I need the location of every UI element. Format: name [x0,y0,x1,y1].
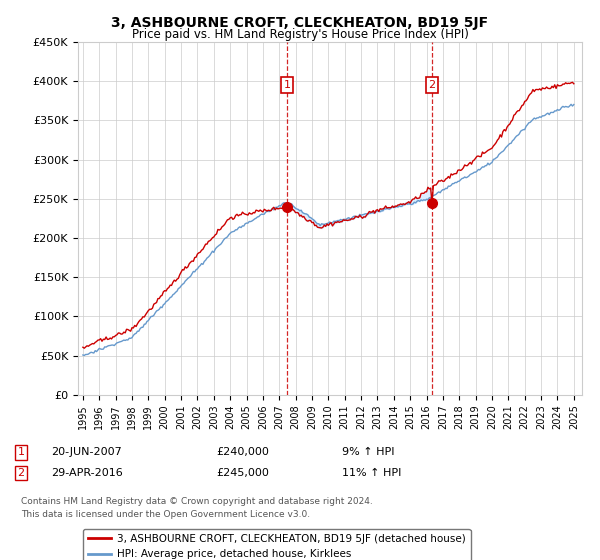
Text: 1: 1 [283,80,290,90]
Text: £240,000: £240,000 [216,447,269,458]
Text: Price paid vs. HM Land Registry's House Price Index (HPI): Price paid vs. HM Land Registry's House … [131,28,469,41]
Text: 9% ↑ HPI: 9% ↑ HPI [342,447,395,458]
Text: 11% ↑ HPI: 11% ↑ HPI [342,468,401,478]
Text: £245,000: £245,000 [216,468,269,478]
Legend: 3, ASHBOURNE CROFT, CLECKHEATON, BD19 5JF (detached house), HPI: Average price, : 3, ASHBOURNE CROFT, CLECKHEATON, BD19 5J… [83,529,470,560]
Text: Contains HM Land Registry data © Crown copyright and database right 2024.
This d: Contains HM Land Registry data © Crown c… [21,497,373,519]
Text: 2: 2 [428,80,436,90]
Text: 2: 2 [17,468,25,478]
Text: 1: 1 [17,447,25,458]
Text: 29-APR-2016: 29-APR-2016 [51,468,123,478]
Text: 20-JUN-2007: 20-JUN-2007 [51,447,122,458]
Text: 3, ASHBOURNE CROFT, CLECKHEATON, BD19 5JF: 3, ASHBOURNE CROFT, CLECKHEATON, BD19 5J… [112,16,488,30]
